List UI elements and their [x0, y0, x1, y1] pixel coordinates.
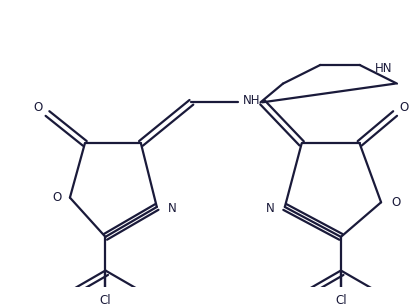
Text: NH: NH [242, 94, 260, 107]
Text: HN: HN [375, 62, 393, 75]
Text: N: N [168, 202, 176, 215]
Text: O: O [391, 196, 401, 209]
Text: Cl: Cl [335, 294, 347, 306]
Text: Cl: Cl [100, 294, 111, 306]
Text: O: O [52, 191, 61, 204]
Text: O: O [400, 101, 409, 114]
Text: O: O [34, 101, 43, 114]
Text: N: N [265, 202, 274, 215]
